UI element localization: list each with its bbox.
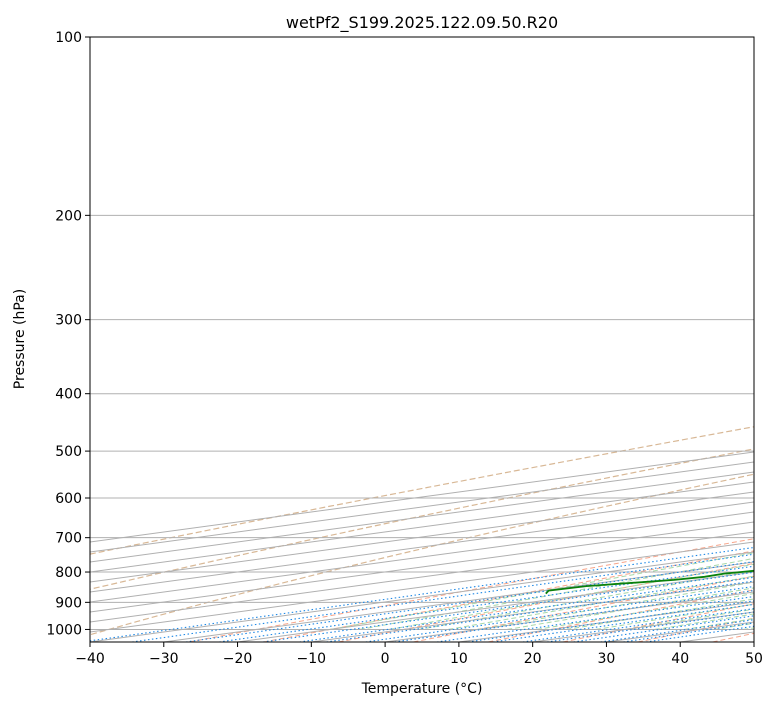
y-tick-label: 300: [55, 313, 82, 329]
isotherm-gridline: [90, 531, 754, 623]
x-tick-label: 40: [671, 651, 689, 667]
isotherm-gridline: [311, 581, 754, 642]
isotherm-gridline: [90, 501, 754, 593]
x-tick-label: 50: [745, 651, 763, 667]
isotherm-gridline: [90, 521, 754, 613]
y-tick-label: 1000: [46, 622, 82, 638]
x-axis-title: Temperature (°C): [361, 681, 483, 697]
moist-adiabat-line: [743, 627, 754, 630]
dry-adiabat-line: [263, 550, 754, 642]
mixing-ratio-line: [492, 603, 754, 642]
isotherm-gridline: [90, 491, 754, 583]
dewpoint-profile-line: [545, 569, 754, 595]
isotherm-gridline: [753, 641, 754, 642]
isotherm-gridline: [90, 451, 754, 543]
tan-reference-line: [90, 448, 754, 590]
y-tick-label: 400: [55, 387, 82, 403]
plot-area: 0.10.20.40.611.52346810131620253036-100-…: [90, 37, 754, 642]
tan-reference-line: [90, 426, 754, 555]
tan-reference-line: [90, 473, 754, 636]
mixing-ratio-line: [468, 600, 754, 642]
x-tick-label: −30: [149, 651, 179, 667]
x-tick-label: −10: [297, 651, 327, 667]
chart-title: wetPf2_S199.2025.122.09.50.R20: [286, 13, 558, 33]
y-tick-label: 800: [55, 565, 82, 581]
moist-adiabat-line: [359, 557, 754, 630]
x-tick-label: 30: [598, 651, 616, 667]
isotherm-gridline: [90, 461, 754, 553]
isotherm-gridline: [385, 591, 754, 642]
moist-adiabat-line: [684, 618, 754, 630]
mixing-ratio-line: [546, 611, 754, 642]
y-tick-label: 900: [55, 595, 82, 611]
isotherm-gridline: [90, 511, 754, 603]
moist-adiabat-line: [448, 575, 754, 630]
moist-adiabat-line: [507, 587, 754, 630]
isotherm-gridline: [90, 481, 754, 573]
y-tick-label: 100: [55, 30, 82, 46]
mixing-ratio-line: [132, 553, 754, 642]
moist-adiabat-line: [566, 598, 754, 630]
mixing-ratio-line: [299, 576, 754, 642]
x-tick-label: 20: [524, 651, 542, 667]
moist-adiabat-line: [654, 613, 754, 630]
dry-adiabat-line: [712, 632, 754, 642]
x-tick-label: 0: [381, 651, 390, 667]
x-tick-label: −20: [223, 651, 253, 667]
y-tick-label: 600: [55, 491, 82, 507]
x-tick-label: 10: [450, 651, 468, 667]
axes: −40 −30 −20 −10 0 10 20 30 40 50 100 200 300 400 500 60…: [46, 30, 763, 667]
isotherm-gridline: [606, 621, 754, 642]
mixing-ratio-line: [90, 546, 754, 642]
moist-adiabat-line: [418, 569, 754, 630]
moist-adiabat-line: [625, 608, 754, 630]
dry-adiabat-line: [488, 589, 754, 642]
y-axis-title: Pressure (hPa): [12, 289, 28, 389]
dry-adiabat-line: [338, 562, 754, 642]
isotherm-gridline: [90, 551, 754, 642]
dry-adiabat-line: [562, 603, 754, 642]
x-tick-label: −40: [75, 651, 105, 667]
moist-adiabat-line: [330, 552, 754, 630]
y-tick-label: 200: [55, 208, 82, 224]
moist-adiabat-line: [595, 603, 754, 630]
isotherm-gridline: [532, 611, 754, 642]
isotherm-gridline: [90, 541, 754, 633]
isotherm-gridline: [90, 471, 754, 563]
mixing-ratio-line: [436, 595, 754, 642]
mixing-ratio-line: [522, 608, 754, 642]
y-tick-label: 500: [55, 444, 82, 460]
y-tick-label: 700: [55, 531, 82, 547]
moist-adiabat-line: [477, 581, 754, 630]
plot-frame: [89, 36, 755, 643]
